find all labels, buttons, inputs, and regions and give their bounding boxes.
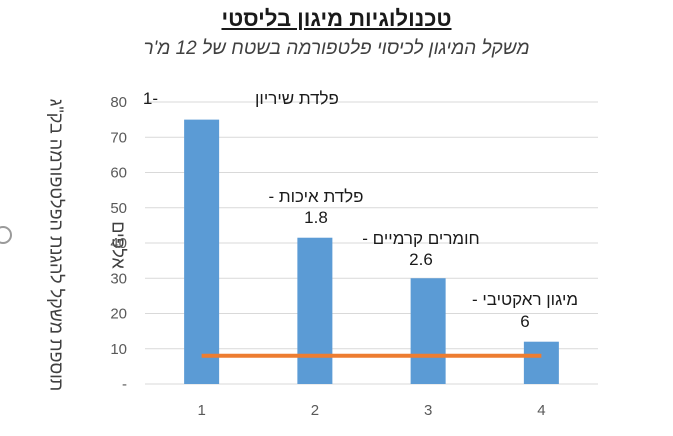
y-tick-label: 40 <box>110 235 127 252</box>
x-tick-label: 1 <box>197 402 205 419</box>
chart-title: טכנולוגיות מיגון בליסטי <box>221 6 452 31</box>
cropped-circle-icon <box>0 226 12 244</box>
annotation-value: 2.6 <box>409 250 433 269</box>
annotations: פלדת שיריון 1- פלדת איכות - 1.8 חומרים קרמיי… <box>143 89 578 331</box>
annotation-value: 1- <box>143 89 158 108</box>
bar <box>523 341 559 384</box>
y-tick-label: 20 <box>110 306 127 323</box>
y-tick-label: 60 <box>110 165 127 182</box>
y-tick-label: 30 <box>110 270 127 287</box>
chart-subtitle: משקל המיגון לכיסוי פלטפורמה בשטח של 12 מ… <box>143 38 530 59</box>
x-tick-label: 4 <box>537 402 545 419</box>
bar <box>184 119 220 384</box>
bar <box>410 278 446 384</box>
y-axis-ticks: - 10 20 30 40 50 60 70 80 <box>110 94 127 393</box>
y-tick-label: 10 <box>110 341 127 358</box>
x-axis-ticks: 1 2 3 4 <box>197 402 545 419</box>
bar <box>297 237 333 384</box>
annotation-label: מיגון ראקטיבי - <box>472 290 578 309</box>
y-tick-label: 50 <box>110 200 127 217</box>
gridlines <box>145 101 598 385</box>
x-tick-label: 3 <box>424 402 432 419</box>
x-tick-label: 2 <box>311 402 319 419</box>
annotation-label: חומרים קרמיים - <box>362 229 479 248</box>
annotation-value: 6 <box>520 312 529 331</box>
y-tick-label: - <box>122 376 127 393</box>
annotation-label: פלדת שיריון <box>255 89 339 108</box>
bars <box>184 119 559 384</box>
annotation-label: פלדת איכות - <box>269 187 364 206</box>
y-tick-label: 70 <box>110 129 127 146</box>
annotation-value: 1.8 <box>304 208 328 227</box>
y-tick-label: 80 <box>110 94 127 111</box>
